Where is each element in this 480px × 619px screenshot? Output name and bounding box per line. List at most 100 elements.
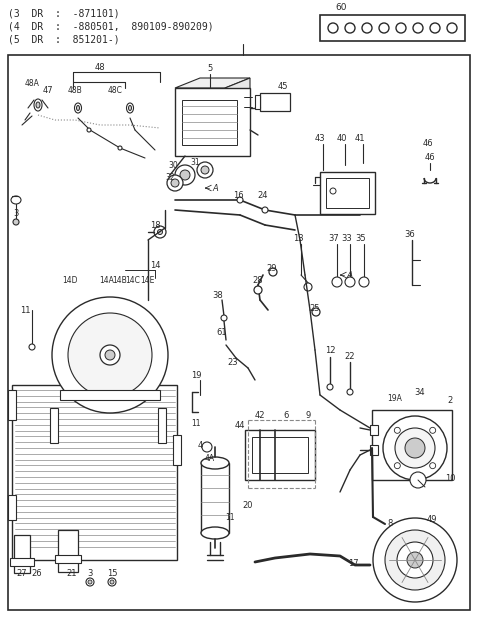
Circle shape [52, 297, 168, 413]
Text: 17: 17 [348, 558, 358, 568]
Circle shape [201, 166, 209, 174]
Text: 43: 43 [315, 134, 325, 142]
Circle shape [395, 428, 435, 468]
Text: (4  DR  :  -880501,  890109-890209): (4 DR : -880501, 890109-890209) [8, 21, 214, 31]
Bar [370, 425, 378, 435]
Circle shape [88, 580, 92, 584]
Ellipse shape [76, 105, 80, 111]
Bar [320, 15, 465, 41]
Bar [8, 390, 16, 420]
Polygon shape [225, 78, 250, 156]
Text: 2: 2 [447, 396, 453, 404]
Circle shape [29, 344, 35, 350]
Text: 5: 5 [207, 64, 213, 72]
Circle shape [447, 23, 457, 33]
Bar [12, 385, 177, 560]
Text: 14E: 14E [140, 275, 154, 285]
Text: 14C: 14C [126, 275, 141, 285]
Bar [201, 463, 229, 533]
Circle shape [410, 472, 426, 488]
Text: 15: 15 [107, 568, 117, 578]
Text: (5  DR  :  851201-): (5 DR : 851201-) [8, 34, 120, 44]
Text: 46: 46 [423, 139, 433, 147]
Circle shape [430, 23, 440, 33]
Bar [173, 435, 181, 465]
Text: 3: 3 [87, 568, 93, 578]
Circle shape [13, 219, 19, 225]
Polygon shape [120, 353, 144, 374]
Circle shape [100, 345, 120, 365]
Circle shape [396, 23, 406, 33]
Circle shape [110, 580, 114, 584]
Text: 14: 14 [150, 261, 160, 269]
Text: 23: 23 [228, 358, 238, 366]
Ellipse shape [11, 196, 21, 204]
Circle shape [86, 578, 94, 586]
Bar [326, 178, 369, 208]
Text: 60: 60 [335, 2, 347, 12]
Circle shape [395, 427, 400, 433]
Circle shape [312, 308, 320, 316]
Text: 29: 29 [267, 264, 277, 272]
Text: 41: 41 [355, 134, 365, 142]
Ellipse shape [74, 103, 82, 113]
Text: 46: 46 [425, 152, 435, 162]
Text: A: A [212, 183, 218, 193]
Bar [60, 390, 160, 400]
Bar [372, 410, 452, 480]
Circle shape [154, 226, 166, 238]
Text: 34: 34 [415, 387, 425, 397]
Circle shape [359, 277, 369, 287]
Text: (3  DR  :  -871101): (3 DR : -871101) [8, 8, 120, 18]
Text: 26: 26 [32, 569, 42, 579]
Text: 48A: 48A [25, 79, 40, 87]
Text: 47: 47 [43, 85, 54, 95]
Ellipse shape [201, 527, 229, 539]
Text: 45: 45 [278, 82, 288, 90]
Circle shape [330, 188, 336, 194]
Polygon shape [92, 321, 106, 351]
Text: 30: 30 [168, 160, 178, 170]
Text: 14D: 14D [62, 275, 78, 285]
Circle shape [175, 165, 195, 185]
Ellipse shape [127, 103, 133, 113]
Bar [175, 88, 250, 156]
Circle shape [197, 162, 213, 178]
Circle shape [262, 207, 268, 213]
Bar [370, 445, 378, 455]
Text: 27: 27 [17, 569, 27, 579]
Circle shape [254, 286, 262, 294]
Text: 11: 11 [191, 418, 201, 428]
Text: 31: 31 [190, 157, 200, 167]
Polygon shape [97, 364, 116, 392]
Bar [252, 437, 308, 473]
Circle shape [373, 518, 457, 602]
Bar [182, 100, 237, 145]
Bar [55, 555, 81, 563]
Circle shape [379, 23, 389, 33]
Circle shape [157, 230, 163, 235]
Bar [10, 558, 34, 566]
Bar [320, 172, 375, 214]
Circle shape [87, 128, 91, 132]
Text: 20: 20 [243, 501, 253, 509]
Text: 6: 6 [283, 410, 288, 420]
Text: 32: 32 [165, 173, 175, 181]
Text: 4A: 4A [205, 454, 215, 462]
Bar [158, 408, 166, 443]
Circle shape [269, 268, 277, 276]
Text: 11: 11 [225, 514, 235, 522]
Text: 18: 18 [150, 220, 160, 230]
Circle shape [413, 23, 423, 33]
Circle shape [385, 530, 445, 590]
Text: 35: 35 [356, 233, 366, 243]
Circle shape [362, 23, 372, 33]
Text: 33: 33 [342, 233, 352, 243]
Text: 19: 19 [191, 371, 201, 379]
Text: 4: 4 [197, 441, 203, 449]
Text: 61: 61 [216, 327, 228, 337]
Circle shape [345, 23, 355, 33]
Circle shape [118, 146, 122, 150]
Circle shape [237, 197, 243, 203]
Text: 24: 24 [258, 191, 268, 199]
